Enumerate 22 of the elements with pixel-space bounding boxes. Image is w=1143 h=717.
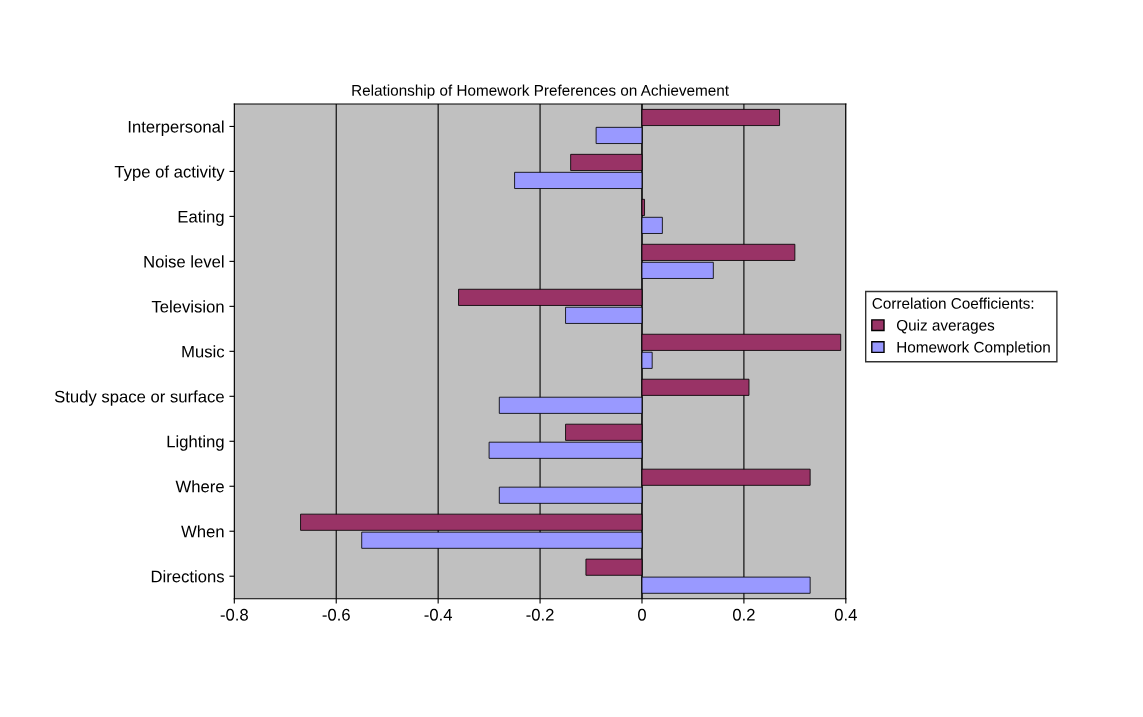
x-tick-label: -0.2 <box>526 608 554 621</box>
x-tick-label: -0.8 <box>220 608 248 621</box>
y-tick-label: Television <box>151 300 224 313</box>
y-tick-label: Type of activity <box>114 165 225 181</box>
y-tick-label: Interpersonal <box>128 120 224 136</box>
y-tick-label: When <box>181 525 224 538</box>
x-tick-label: 0 <box>638 608 646 621</box>
y-tick-label: Study space or surface <box>54 390 224 406</box>
legend-title: Correlation Coefficients: <box>872 297 1034 309</box>
legend-label: Homework Completion <box>897 341 1050 356</box>
y-tick-label: Lighting <box>167 435 224 451</box>
y-tick-label: Directions <box>151 570 224 583</box>
x-tick-label: 0.4 <box>834 608 857 621</box>
y-tick-label: Noise level <box>144 255 224 268</box>
legend-label: Quiz averages <box>896 319 995 334</box>
chart-title: Relationship of Homework Preferences on Achievement <box>352 84 729 99</box>
y-tick-label: Eating <box>178 210 224 226</box>
x-tick-label: -0.4 <box>424 608 453 621</box>
y-tick-label: Where <box>175 480 224 493</box>
y-tick-label: Music <box>182 345 225 358</box>
x-tick-label: -0.6 <box>322 608 350 621</box>
x-tick-label: 0.2 <box>732 608 755 621</box>
